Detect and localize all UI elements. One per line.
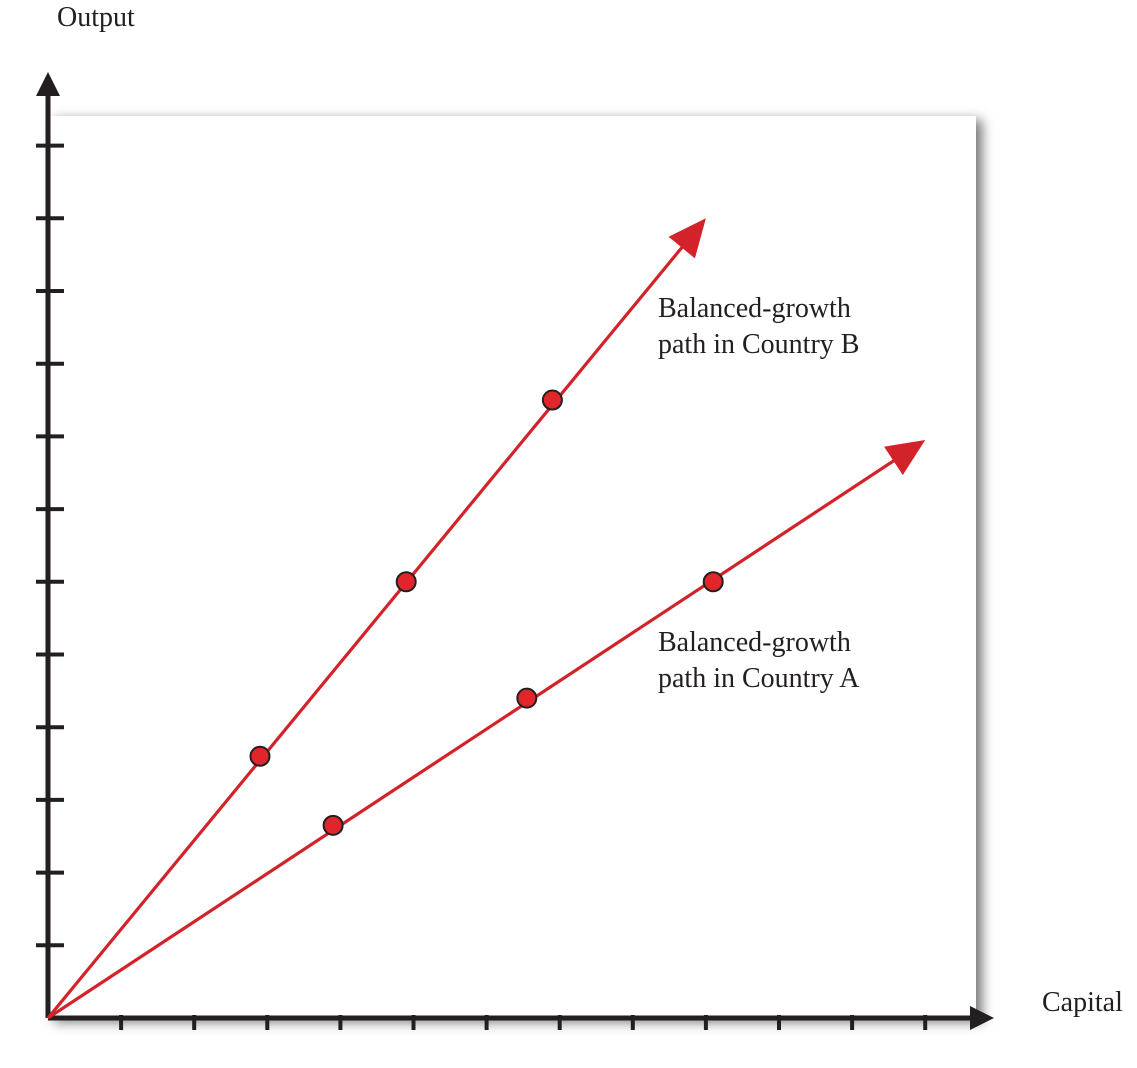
axes [36, 72, 994, 1030]
series-arrowhead-country-a [884, 440, 926, 476]
point-country-b-2 [395, 571, 417, 593]
point-country-a-1 [322, 814, 344, 836]
point-country-b-1 [249, 745, 271, 767]
point-country-b-3 [541, 389, 563, 411]
y-axis-arrowhead [36, 72, 60, 96]
series-layer [46, 218, 926, 1020]
y-axis-label: Output [57, 2, 135, 33]
series-label-country-b-line-1: Balanced-growth [658, 293, 851, 324]
plot-area [48, 116, 976, 1018]
point-country-a-3 [702, 571, 724, 593]
point-country-a-2 [516, 687, 538, 709]
series-label-country-a: Balanced-growth path in Country A [658, 625, 859, 697]
series-line-country-a [47, 457, 898, 1020]
series-country-a [47, 440, 926, 1020]
series-label-country-a-line-2: path in Country A [658, 663, 860, 694]
series-arrowhead-country-b [668, 218, 706, 259]
x-axis-label: Capital [1042, 987, 1123, 1018]
series-country-b [46, 218, 706, 1020]
series-label-country-b-line-2: path in Country B [658, 329, 860, 360]
series-label-country-b: Balanced-growth path in Country B [658, 291, 859, 363]
series-label-country-a-line-1: Balanced-growth [658, 627, 851, 658]
series-line-country-b [46, 243, 686, 1020]
x-axis-arrowhead [970, 1006, 994, 1030]
